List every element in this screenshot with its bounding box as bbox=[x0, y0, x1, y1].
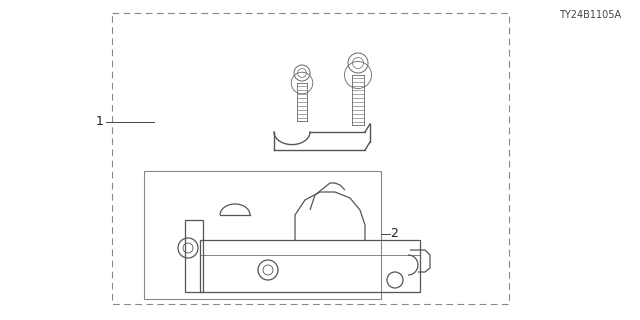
Bar bbox=[185, 220, 203, 292]
Text: 2: 2 bbox=[390, 227, 397, 240]
Text: TY24B1105A: TY24B1105A bbox=[559, 10, 621, 20]
Bar bbox=[200, 240, 420, 292]
Bar bbox=[144, 171, 381, 299]
Text: 1: 1 bbox=[95, 115, 103, 128]
Bar bbox=[112, 13, 509, 304]
